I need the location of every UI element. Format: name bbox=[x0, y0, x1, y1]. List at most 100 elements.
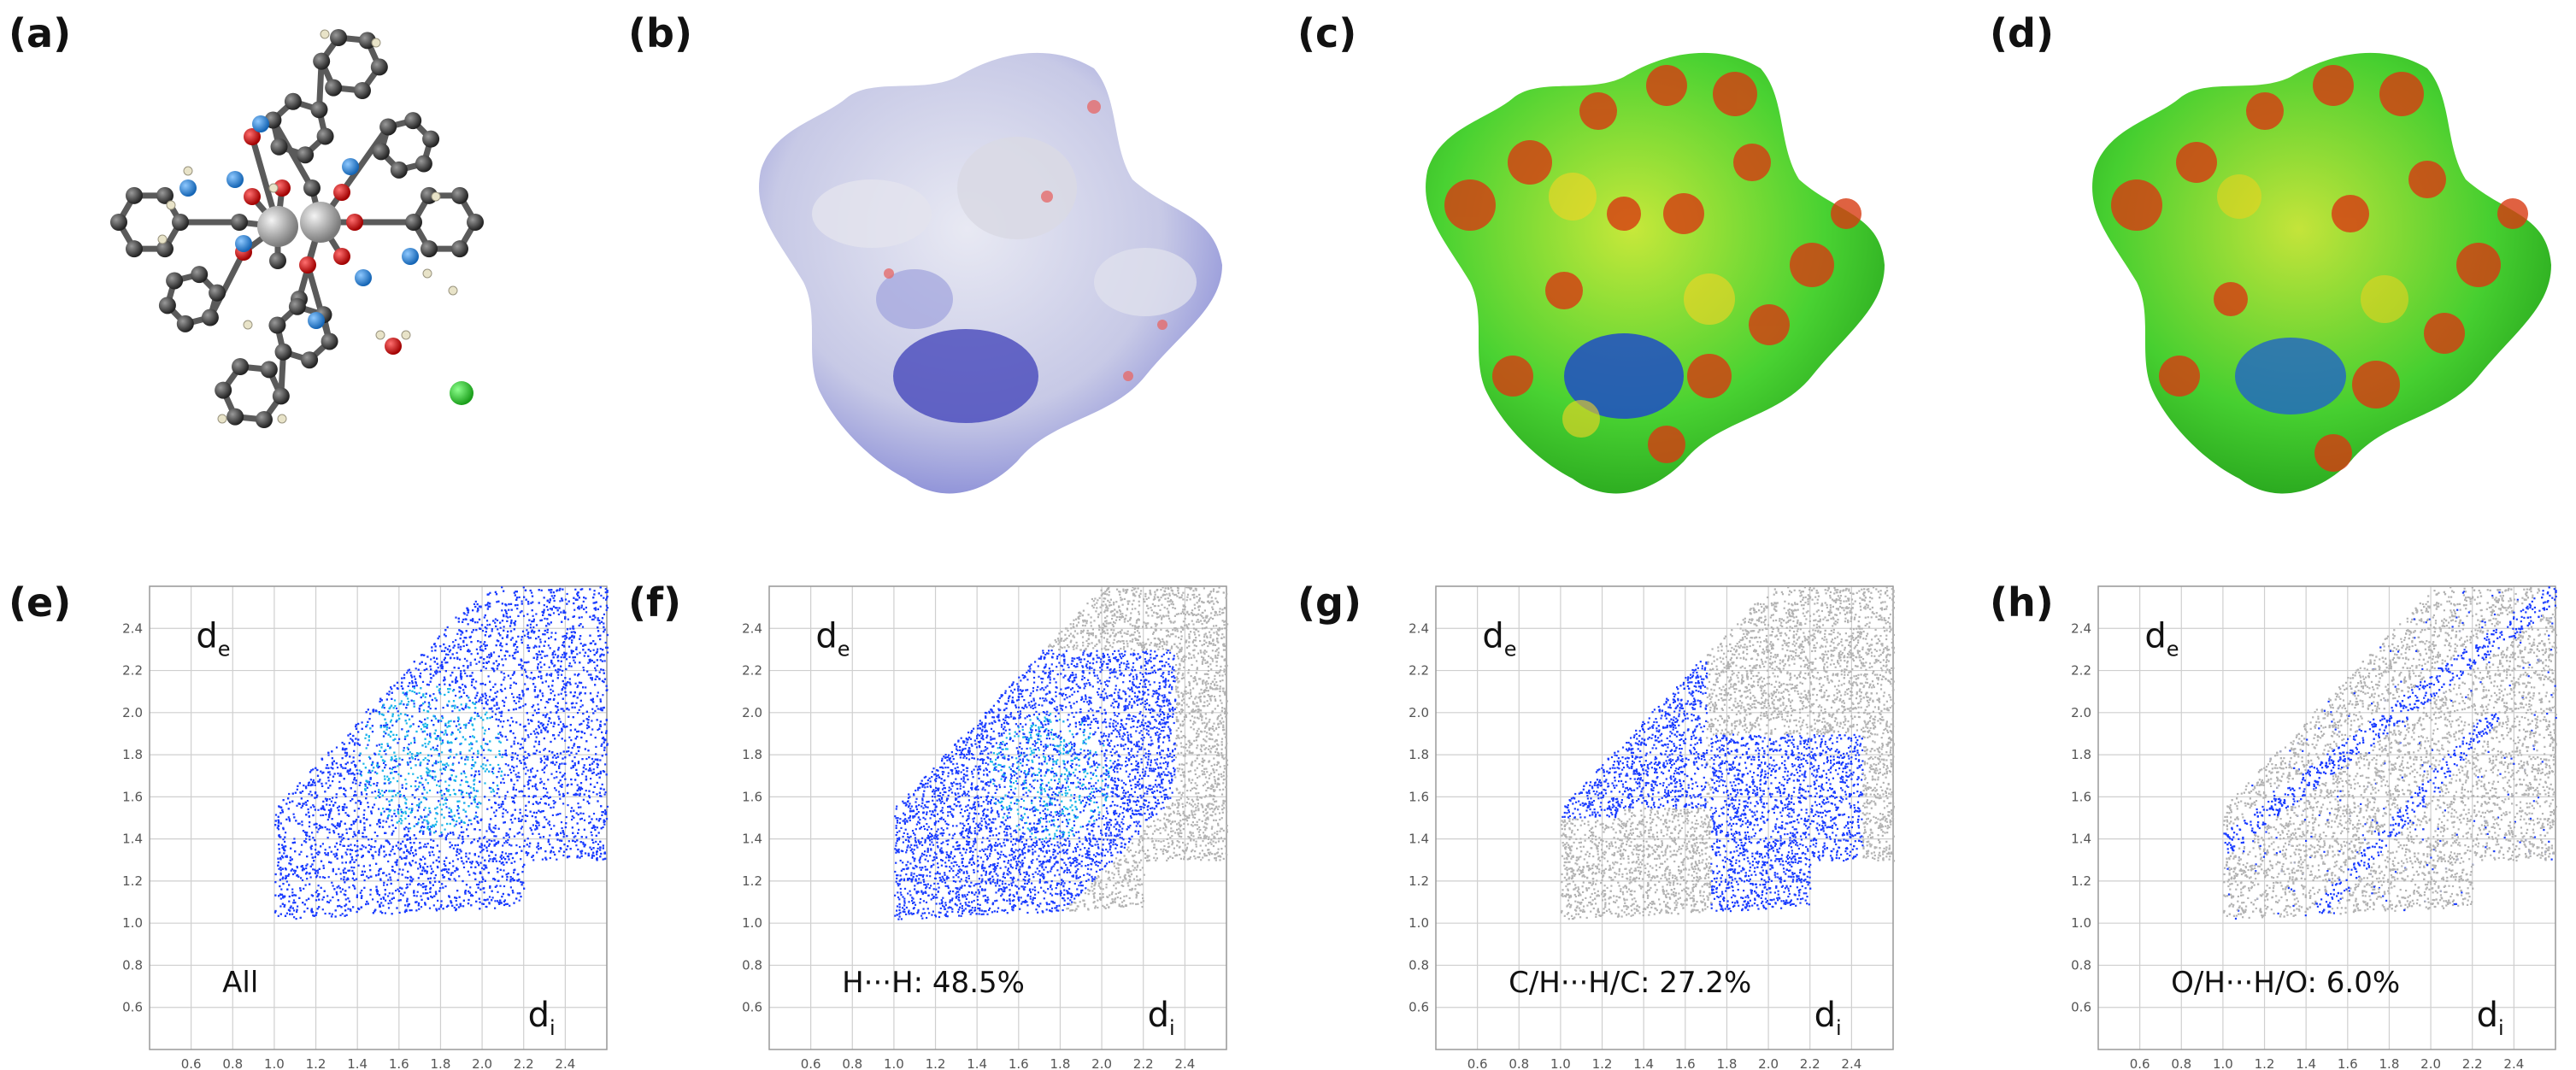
y-tick-label: 2.0 bbox=[2071, 705, 2091, 720]
y-tick-label: 1.6 bbox=[742, 789, 762, 804]
hirshfeld-surface-d bbox=[2092, 52, 2551, 494]
x-tick-label: 1.0 bbox=[2213, 1056, 2233, 1070]
y-tick-label: 1.8 bbox=[1409, 747, 1429, 762]
y-tick-label: 1.0 bbox=[122, 915, 143, 931]
y-tick-label: 1.0 bbox=[1409, 915, 1429, 931]
x-tick-label: 1.0 bbox=[264, 1056, 285, 1070]
chloride-ion bbox=[450, 381, 473, 405]
x-tick-label: 0.8 bbox=[1509, 1056, 1529, 1070]
y-tick-label: 1.6 bbox=[2071, 789, 2091, 804]
y-tick-label: 1.2 bbox=[1409, 873, 1429, 889]
panel-label-e: (e) bbox=[9, 579, 71, 626]
x-tick-label: 0.8 bbox=[222, 1056, 243, 1070]
y-tick-label: 1.6 bbox=[122, 789, 143, 804]
x-tick-label: 2.0 bbox=[2420, 1056, 2441, 1070]
panel-label-h: (h) bbox=[1990, 579, 2054, 626]
x-tick-label: 1.6 bbox=[1675, 1056, 1696, 1070]
x-tick-label: 1.4 bbox=[967, 1056, 987, 1070]
y-tick-label: 2.2 bbox=[2071, 663, 2091, 679]
x-tick-label: 1.4 bbox=[347, 1056, 368, 1070]
di-axis-label: di bbox=[528, 996, 556, 1040]
y-tick-label: 2.4 bbox=[2071, 620, 2091, 636]
x-tick-label: 0.6 bbox=[181, 1056, 202, 1070]
y-tick-label: 2.2 bbox=[122, 663, 143, 679]
x-tick-label: 1.8 bbox=[1050, 1056, 1071, 1070]
x-tick-label: 2.2 bbox=[1800, 1056, 1820, 1070]
y-tick-label: 1.0 bbox=[742, 915, 762, 931]
x-tick-label: 1.4 bbox=[2296, 1056, 2316, 1070]
x-tick-label: 2.2 bbox=[2462, 1056, 2483, 1070]
x-tick-label: 1.2 bbox=[2255, 1056, 2275, 1070]
y-tick-label: 0.8 bbox=[2071, 957, 2091, 973]
x-tick-label: 0.8 bbox=[842, 1056, 862, 1070]
x-tick-label: 0.8 bbox=[2171, 1056, 2191, 1070]
y-tick-label: 0.6 bbox=[122, 1000, 143, 1015]
panel-label-b: (b) bbox=[628, 10, 692, 56]
x-tick-label: 1.4 bbox=[1633, 1056, 1654, 1070]
panel-label-g: (g) bbox=[1297, 579, 1362, 626]
contact-label: All bbox=[222, 966, 258, 1000]
fingerprint-plot-f: 0.6 0.8 1.0 1.2 1.4 1.6 1.8 2.0 2.2 2.4 0.6 0.8 1.0 1… bbox=[742, 585, 1229, 1070]
y-tick-label: 1.2 bbox=[122, 873, 143, 889]
x-tick-label: 0.6 bbox=[1467, 1056, 1488, 1070]
x-tick-label: 2.2 bbox=[514, 1056, 534, 1070]
y-tick-label: 0.6 bbox=[1409, 1000, 1429, 1015]
y-tick-label: 0.8 bbox=[742, 957, 762, 973]
y-tick-label: 0.6 bbox=[2071, 1000, 2091, 1015]
de-axis-label: de bbox=[196, 617, 230, 661]
y-tick-label: 1.8 bbox=[742, 747, 762, 762]
y-tick-label: 1.0 bbox=[2071, 915, 2091, 931]
contact-label: H···H: 48.5% bbox=[842, 966, 1025, 1000]
fingerprint-plot-g: 0.6 0.8 1.0 1.2 1.4 1.6 1.8 2.0 2.2 2.4 0.6 0.8 1.0 1… bbox=[1409, 585, 1896, 1070]
x-tick-label: 0.6 bbox=[2130, 1056, 2150, 1070]
y-tick-label: 1.6 bbox=[1409, 789, 1429, 804]
x-tick-label: 2.2 bbox=[1133, 1056, 1154, 1070]
y-tick-label: 0.6 bbox=[742, 1000, 762, 1015]
surface-body bbox=[759, 52, 1222, 494]
y-tick-label: 1.2 bbox=[2071, 873, 2091, 889]
di-axis-label: di bbox=[2477, 996, 2504, 1040]
x-tick-label: 1.6 bbox=[1009, 1056, 1029, 1070]
panel-label-d: (d) bbox=[1990, 10, 2054, 56]
y-tick-label: 2.0 bbox=[742, 705, 762, 720]
y-tick-label: 1.8 bbox=[122, 747, 143, 762]
scatter-points bbox=[1560, 586, 1896, 920]
y-tick-label: 2.4 bbox=[122, 620, 143, 636]
y-tick-label: 0.8 bbox=[122, 957, 143, 973]
panel-label-a: (a) bbox=[9, 10, 71, 56]
x-tick-label: 2.4 bbox=[1174, 1056, 1195, 1070]
x-tick-label: 2.0 bbox=[1091, 1056, 1112, 1070]
x-tick-label: 1.6 bbox=[2338, 1056, 2358, 1070]
x-tick-label: 1.0 bbox=[1550, 1056, 1571, 1070]
molecular-structure bbox=[110, 29, 484, 428]
y-tick-label: 2.0 bbox=[1409, 705, 1429, 720]
di-axis-label: di bbox=[1814, 996, 1842, 1040]
x-tick-label: 2.4 bbox=[1841, 1056, 1861, 1070]
x-tick-label: 1.2 bbox=[306, 1056, 326, 1070]
x-tick-label: 1.6 bbox=[389, 1056, 409, 1070]
y-tick-label: 1.4 bbox=[2071, 832, 2091, 847]
scatter-points bbox=[2222, 586, 2558, 920]
y-tick-label: 1.4 bbox=[742, 832, 762, 847]
de-axis-label: de bbox=[1482, 617, 1516, 661]
x-tick-label: 1.0 bbox=[884, 1056, 904, 1070]
x-tick-label: 0.6 bbox=[801, 1056, 821, 1070]
y-tick-label: 1.8 bbox=[2071, 747, 2091, 762]
x-tick-label: 1.2 bbox=[926, 1056, 946, 1070]
de-axis-label: de bbox=[815, 617, 850, 661]
x-tick-label: 2.0 bbox=[1758, 1056, 1779, 1070]
fingerprint-plot-h: 0.6 0.8 1.0 1.2 1.4 1.6 1.8 2.0 2.2 2.4 0.6 0.8 1.0 1… bbox=[2071, 585, 2558, 1070]
de-axis-label: de bbox=[2144, 617, 2179, 661]
y-tick-label: 1.4 bbox=[122, 832, 143, 847]
y-tick-label: 2.4 bbox=[742, 620, 762, 636]
y-tick-label: 2.2 bbox=[742, 663, 762, 679]
fingerprint-plot-e: 0.6 0.8 1.0 1.2 1.4 1.6 1.8 2.0 2.2 2.4 0.6 0.8 1.0 1… bbox=[122, 585, 609, 1070]
x-tick-label: 2.4 bbox=[2503, 1056, 2524, 1070]
panel-label-c: (c) bbox=[1297, 10, 1356, 56]
scatter-points bbox=[894, 586, 1229, 920]
shape-index-spots bbox=[1444, 65, 1861, 463]
y-tick-label: 1.2 bbox=[742, 873, 762, 889]
x-tick-label: 1.8 bbox=[1717, 1056, 1738, 1070]
panel-label-f: (f) bbox=[628, 579, 681, 626]
x-tick-label: 2.0 bbox=[472, 1056, 492, 1070]
